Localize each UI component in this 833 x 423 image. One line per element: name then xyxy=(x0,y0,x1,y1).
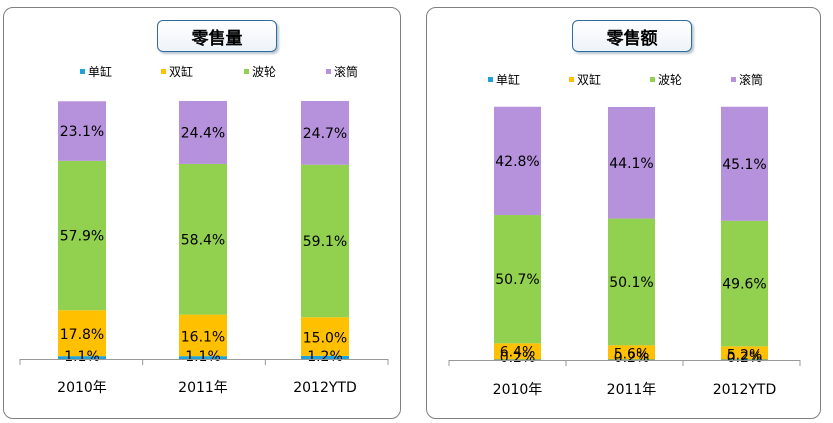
bar-segment xyxy=(608,218,655,346)
bar-segment xyxy=(608,345,655,360)
bar-segment xyxy=(58,160,106,311)
bar-segment xyxy=(179,101,227,164)
bar-segment xyxy=(301,164,349,318)
bar-segment xyxy=(301,101,349,165)
legend-swatch xyxy=(161,69,166,74)
data-label: 50.7% xyxy=(495,272,539,288)
bar-segment xyxy=(494,106,541,216)
legend-swatch xyxy=(244,69,249,74)
data-label: 58.4% xyxy=(181,232,225,248)
data-label: 0.2% xyxy=(500,350,536,366)
category-label: 2011年 xyxy=(607,382,657,398)
bar-segment xyxy=(58,101,106,161)
legend-swatch xyxy=(326,69,331,74)
category-label: 2011年 xyxy=(178,380,228,396)
category-label: 2012YTD xyxy=(293,380,357,396)
bar-segment xyxy=(179,163,227,315)
data-label: 23.1% xyxy=(60,124,104,140)
legend-swatch xyxy=(80,69,85,74)
bar-segment xyxy=(721,220,768,347)
bar-segment xyxy=(494,215,541,344)
bar-segment xyxy=(494,343,541,360)
data-label: 45.1% xyxy=(722,157,766,173)
bar-segment xyxy=(179,356,227,359)
category-label: 2012YTD xyxy=(713,382,777,398)
bar-segment xyxy=(721,106,768,221)
legend-label: 滚筒 xyxy=(739,72,763,87)
bar-segment xyxy=(608,359,655,361)
data-label: 5.2% xyxy=(727,347,763,363)
legend-label: 双缸 xyxy=(169,64,193,79)
legend-swatch xyxy=(488,77,493,82)
bar-segment xyxy=(58,310,106,357)
legend-swatch xyxy=(650,77,655,82)
bar-segment xyxy=(301,355,349,359)
data-label: 1.1% xyxy=(64,349,100,365)
legend-label: 波轮 xyxy=(252,65,276,79)
bar-segment xyxy=(721,359,768,361)
chart-panel-retail-value: 零售额 单缸 双缸 波轮 滚筒 0.2% 6.4% 50.7% 42.8% 2010年 0.2% 5… xyxy=(426,7,821,419)
data-label: 16.1% xyxy=(181,329,225,345)
data-label: 24.4% xyxy=(181,125,225,141)
chart-panel-retail-volume: 零售量 单缸 双缸 波轮 滚筒 1.1% 17.8% 57.9% 23.1% 2010年 1.1%… xyxy=(3,7,401,419)
bar-segment xyxy=(608,107,655,219)
bar-segment xyxy=(179,314,227,357)
bar-segment xyxy=(721,346,768,360)
legend-swatch xyxy=(569,77,574,82)
stacked-bar-chart-volume: 单缸 双缸 波轮 滚筒 1.1% 17.8% 57.9% 23.1% 2010年 1.1% 16.1… xyxy=(19,64,389,396)
legend-label: 波轮 xyxy=(658,73,682,87)
data-label: 42.8% xyxy=(495,154,539,170)
legend-label: 双缸 xyxy=(577,72,601,87)
data-label: 6.4% xyxy=(500,344,536,360)
data-label: 44.1% xyxy=(609,156,653,172)
data-label: 49.6% xyxy=(722,277,766,293)
data-label: 24.7% xyxy=(303,126,347,142)
data-label: 0.2% xyxy=(727,350,763,366)
bar-segment xyxy=(58,356,106,359)
legend-label: 单缸 xyxy=(496,72,520,87)
data-label: 15.0% xyxy=(303,331,347,347)
data-label: 5.6% xyxy=(614,346,650,362)
data-label: 0.2% xyxy=(614,350,650,366)
category-label: 2010年 xyxy=(493,382,543,398)
legend-label: 单缸 xyxy=(88,64,112,79)
data-label: 17.8% xyxy=(60,327,104,343)
chart-title: 零售量 xyxy=(157,20,277,52)
bar-segment xyxy=(301,317,349,356)
stacked-bar-chart-value: 单缸 双缸 波轮 滚筒0.2%6.4%50.7%42.8%2010年0.2%5.6%5… xyxy=(448,72,801,398)
data-label: 59.1% xyxy=(303,234,347,250)
data-label: 50.1% xyxy=(609,275,653,291)
chart-title: 零售额 xyxy=(572,20,692,52)
data-label: 1.1% xyxy=(185,349,221,365)
data-label: 57.9% xyxy=(60,229,104,245)
legend-label: 滚筒 xyxy=(334,64,358,79)
category-label: 2010年 xyxy=(57,380,107,396)
legend-swatch xyxy=(731,77,736,82)
bar-segment xyxy=(494,359,541,361)
data-label: 1.2% xyxy=(307,349,343,365)
